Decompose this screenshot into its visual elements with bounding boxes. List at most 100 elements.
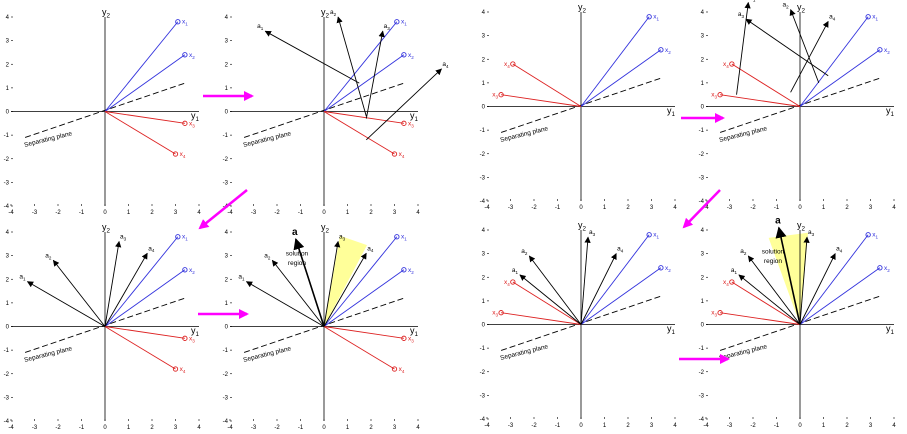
y-tick-label: -1 — [223, 348, 229, 354]
x-tick-label: 2 — [150, 210, 154, 216]
panel-right-top-right: -4 -3 -2 -1 0 1 2 3 4 4 3 2 1 0 -1 -2 -3 -4 y2 y1 Separating… — [699, 0, 897, 211]
x-tick-label: -3 — [251, 425, 257, 431]
sample-label-x4: x4 — [399, 366, 405, 374]
sample-point-x3 — [401, 120, 407, 126]
y-tick-label: 3 — [482, 34, 486, 40]
x-tick-label: -2 — [750, 205, 756, 211]
y-tick-label: 4 — [6, 230, 10, 236]
panel-right-bottom-left: -4 -3 -2 -1 0 1 2 3 4 4 3 2 1 0 -1 -2 -3 -4 y2 y1 Separating… — [480, 220, 678, 429]
separating-plane-label: Separating plane — [24, 130, 74, 149]
y-tick-label: -4 — [480, 417, 486, 423]
sample-vector-x1 — [799, 234, 869, 325]
weight-label-a2: a2 — [330, 9, 337, 17]
sample-vector-x1 — [799, 16, 869, 107]
solution-vector-label: a — [775, 216, 781, 227]
sample-point-x2 — [658, 47, 664, 53]
x-tick-label: 2 — [150, 425, 154, 431]
x-tick-label: 3 — [869, 423, 873, 429]
sample-point-x1 — [175, 19, 181, 25]
x-tick-label: 3 — [393, 210, 397, 216]
weight-vector-a2 — [336, 16, 367, 117]
y-tick-label: 1 — [701, 81, 705, 87]
y-tick-label: 3 — [482, 252, 486, 258]
weight-label-a4: a4 — [442, 61, 449, 69]
y2-axis-label: y2 — [578, 220, 587, 233]
separating-plane-label: Separating plane — [243, 130, 293, 149]
separating-plane-label: Separating plane — [719, 125, 769, 144]
weight-vector-a3 — [580, 236, 591, 325]
sample-point-x3 — [401, 335, 407, 341]
y-tick-label: -4 — [223, 419, 229, 425]
y-tick-label: 1 — [6, 301, 10, 307]
weight-vector-a3 — [104, 240, 122, 327]
y1-axis-label: y1 — [191, 111, 200, 124]
solution-region-label: region — [764, 258, 782, 265]
weight-label-a1: a1 — [19, 274, 26, 282]
weight-label-a3: a3 — [738, 11, 745, 19]
x-tick-label: 3 — [650, 423, 654, 429]
sample-point-x1 — [175, 234, 181, 240]
x-tick-label: 4 — [673, 423, 677, 429]
y-tick-label: 4 — [6, 15, 10, 21]
x-tick-label: 3 — [174, 425, 178, 431]
y-tick-label: -2 — [480, 370, 486, 376]
x-tick-label: -1 — [555, 205, 561, 211]
separating-plane-label: Separating plane — [24, 345, 74, 364]
weight-label-a3: a3 — [384, 23, 391, 31]
x-tick-label: -4 — [484, 423, 490, 429]
y-tick-label: -2 — [223, 157, 229, 163]
x-tick-label: 4 — [197, 425, 201, 431]
weight-vector-a3 — [745, 18, 829, 77]
solution-region — [768, 232, 808, 325]
x-tick-label: 3 — [869, 205, 873, 211]
x-tick-label: 2 — [845, 205, 849, 211]
y-tick-label: -2 — [4, 372, 10, 378]
x-tick-label: -2 — [531, 423, 537, 429]
sample-label-x4: x4 — [399, 151, 405, 159]
y-tick-label: 0 — [482, 323, 486, 329]
y-tick-label: -1 — [4, 348, 10, 354]
sample-label-x4: x4 — [180, 366, 186, 374]
sample-label-x4: x4 — [180, 151, 186, 159]
sample-vector-x3 — [104, 326, 185, 339]
panel-left-top-left: -4 -3 -2 -1 0 1 2 3 4 4 3 2 1 0 -1 -2 -3 -4 y2 y1 Separating… — [4, 7, 202, 216]
weight-label-a3: a3 — [120, 233, 127, 241]
separating-plane-label: Separating plane — [500, 343, 550, 362]
separating-plane — [500, 77, 662, 133]
y-tick-label: 2 — [225, 62, 229, 68]
x-tick-label: 2 — [369, 425, 373, 431]
y-tick-label: -2 — [4, 157, 10, 163]
weight-label-a2: a2 — [45, 252, 52, 260]
y1-axis-label: y1 — [410, 111, 419, 124]
y-tick-label: -2 — [699, 152, 705, 158]
panel-left-bottom-right: -4 -3 -2 -1 0 1 2 3 4 4 3 2 1 0 -1 -2 -3 -4 y2 y1 Separating… — [223, 222, 421, 431]
sample-vector-x4 — [104, 326, 176, 370]
y2-axis-label: y2 — [321, 7, 330, 20]
x-tick-label: -4 — [227, 425, 233, 431]
sample-label-x3: x3 — [711, 310, 717, 318]
x-tick-label: -4 — [484, 205, 490, 211]
x-tick-label: -2 — [55, 210, 61, 216]
weight-label-a1: a1 — [512, 267, 519, 275]
sample-label-x3: x3 — [189, 120, 195, 128]
y-tick-label: 3 — [6, 39, 10, 45]
panel-left-top-right: -4-3-2-10123443210-1-2-3-4y2y1Separating… — [223, 7, 449, 216]
x-tick-label: 4 — [673, 205, 677, 211]
sample-point-x2 — [877, 47, 883, 53]
x-tick-label: 1 — [603, 205, 607, 211]
sample-label-x1: x1 — [653, 14, 659, 22]
y-tick-label: -4 — [699, 417, 705, 423]
y-tick-label: -4 — [4, 204, 10, 210]
y-tick-label: 3 — [701, 34, 705, 40]
sample-point-x3 — [182, 120, 188, 126]
y1-axis-label: y1 — [667, 324, 676, 337]
sample-point-x4 — [729, 61, 735, 67]
x-tick-label: -2 — [274, 210, 280, 216]
y1-axis-label: y1 — [886, 324, 895, 337]
sample-vector-x3 — [720, 312, 801, 325]
sample-label-x2: x2 — [189, 52, 195, 60]
separating-plane — [719, 77, 881, 133]
x-tick-label: 1 — [603, 423, 607, 429]
x-tick-label: -3 — [508, 423, 514, 429]
sample-label-x2: x2 — [884, 47, 890, 55]
